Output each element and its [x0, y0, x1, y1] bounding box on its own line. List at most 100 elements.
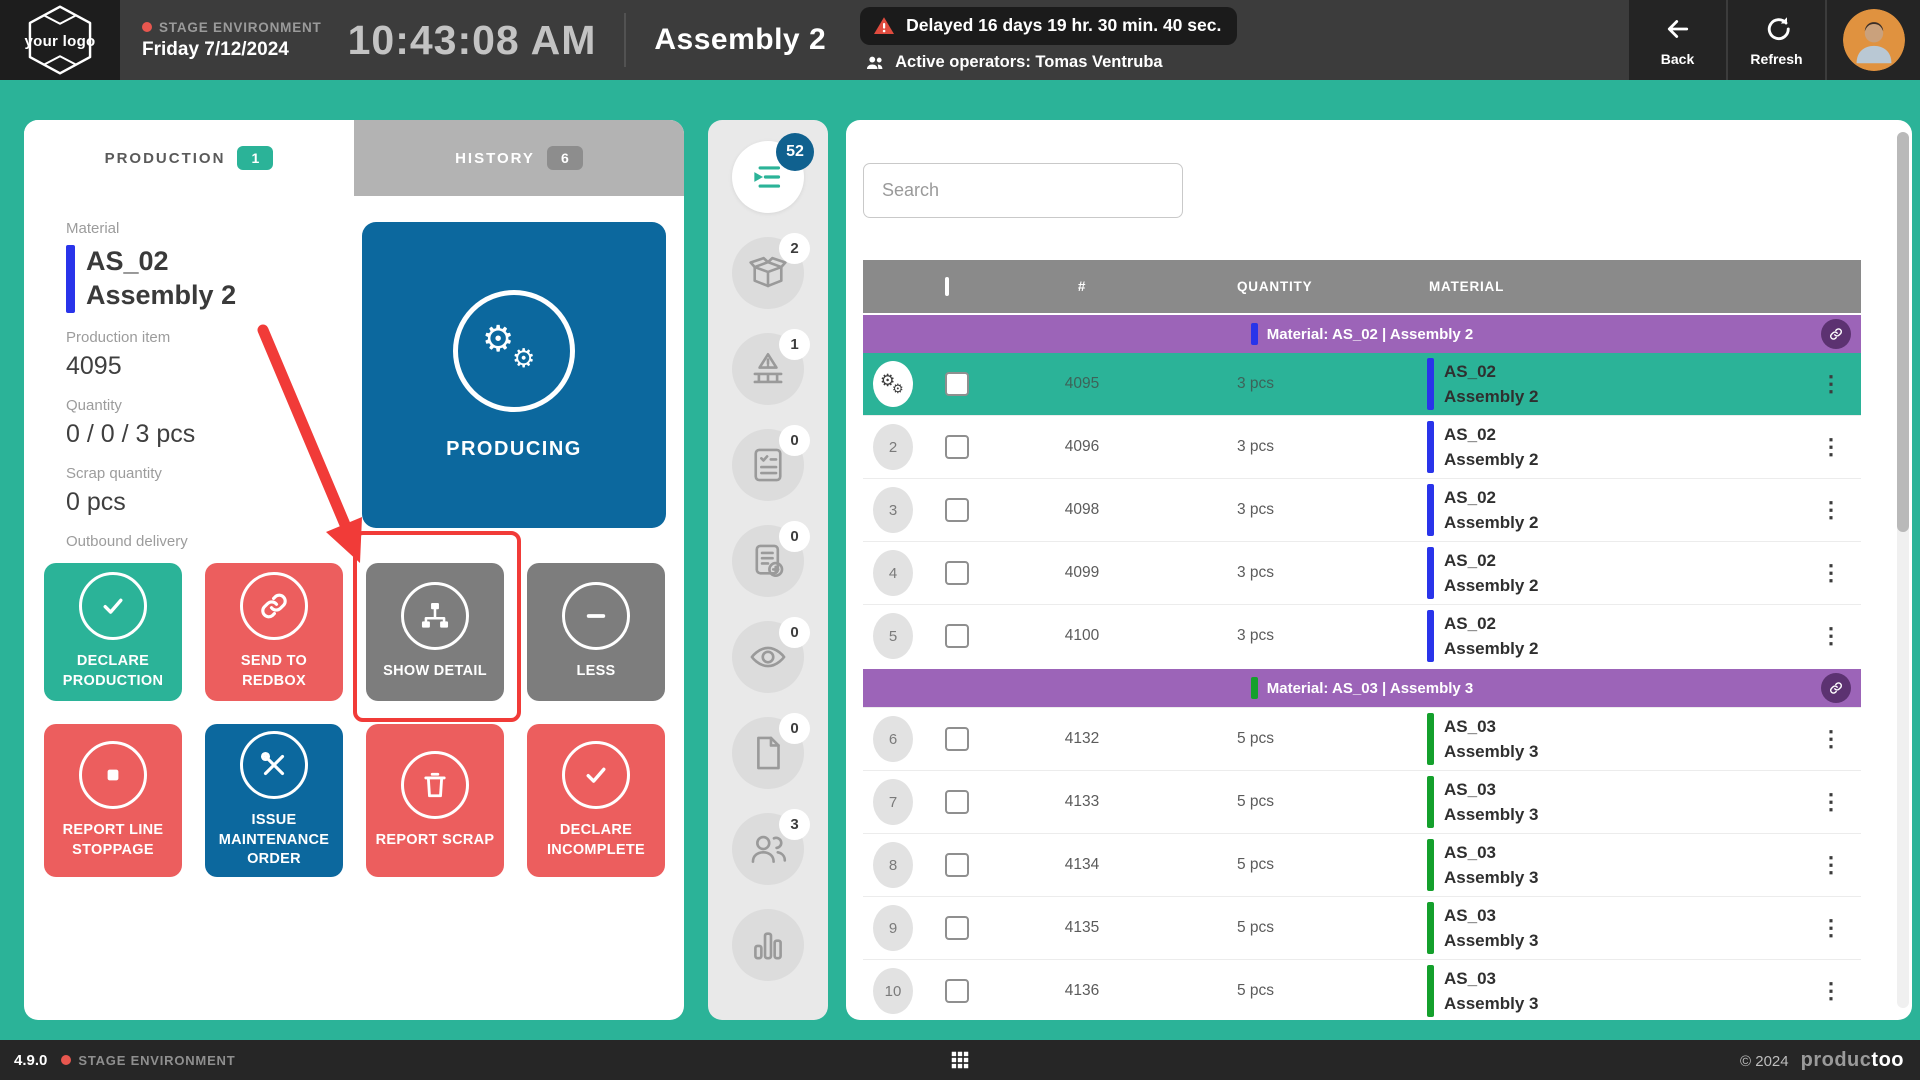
column-number: # — [1077, 279, 1087, 294]
back-button[interactable]: Back — [1627, 0, 1726, 80]
declare-incomplete-button[interactable]: DECLARE INCOMPLETE — [527, 724, 665, 877]
scrap-value: 0 pcs — [66, 487, 126, 516]
apps-grid-button[interactable] — [949, 1049, 971, 1071]
row-checkbox[interactable] — [945, 979, 969, 1003]
rail-item-production-queue[interactable]: 52 — [732, 133, 814, 213]
avatar-photo — [1842, 9, 1905, 71]
row-menu-button[interactable]: ⋮ — [1820, 497, 1842, 522]
scrollbar-thumb[interactable] — [1897, 132, 1909, 532]
material-color-tick — [1250, 677, 1258, 699]
row-checkbox-cell — [927, 624, 987, 648]
rail-item-bar-chart[interactable] — [732, 909, 804, 981]
rail-item-checklist[interactable]: 0 — [732, 425, 810, 501]
show-detail-button[interactable]: SHOW DETAIL — [366, 563, 504, 701]
rail-item-file[interactable]: 0 — [732, 713, 810, 789]
rail-item-document-action[interactable]: 0 — [732, 521, 810, 597]
row-menu-button[interactable]: ⋮ — [1820, 560, 1842, 585]
row-menu-button[interactable]: ⋮ — [1820, 726, 1842, 751]
order-material: AS_02 Assembly 2 — [1427, 484, 1801, 536]
group-link-button[interactable] — [1821, 319, 1851, 349]
row-menu-button[interactable]: ⋮ — [1820, 434, 1842, 459]
order-quantity: 5 pcs — [1237, 730, 1275, 747]
productoo-logo: productoo — [1800, 1048, 1904, 1071]
rail-item-line-warning[interactable]: 1 — [732, 329, 810, 405]
row-menu-button[interactable]: ⋮ — [1820, 371, 1842, 396]
order-row[interactable]: 4 4099 3 pcs AS_02 Assembly 2 ⋮ — [863, 541, 1861, 604]
order-row[interactable]: 3 4098 3 pcs AS_02 Assembly 2 ⋮ — [863, 478, 1861, 541]
material-color-tick — [1250, 323, 1258, 345]
material-name: Assembly 2 — [1444, 576, 1539, 595]
send-to-redbox-button[interactable]: SEND TO REDBOX — [205, 563, 343, 701]
material-code: AS_02 — [1444, 424, 1496, 444]
row-checkbox[interactable] — [945, 853, 969, 877]
user-avatar-block[interactable] — [1825, 0, 1920, 80]
order-quantity: 3 pcs — [1237, 564, 1275, 581]
sitemap-icon — [401, 582, 469, 651]
orders-panel: # QUANTITY MATERIAL Material: AS_02 | As… — [846, 120, 1912, 1020]
row-menu-button[interactable]: ⋮ — [1820, 915, 1842, 940]
report-scrap-button[interactable]: REPORT SCRAP — [366, 724, 504, 877]
group-link-button[interactable] — [1821, 673, 1851, 703]
environment-label: STAGE ENVIRONMENT — [159, 19, 322, 35]
back-arrow-icon — [1667, 19, 1688, 38]
row-status-cell: 5 — [863, 613, 927, 659]
row-checkbox[interactable] — [945, 624, 969, 648]
rail-item-eye[interactable]: 0 — [732, 617, 810, 693]
order-row[interactable]: 10 4136 5 pcs AS_03 Assembly 3 ⋮ — [863, 959, 1861, 1020]
row-checkbox[interactable] — [945, 727, 969, 751]
material-name: Assembly 2 — [1444, 639, 1539, 658]
rail-item-people[interactable]: 3 — [732, 809, 810, 885]
order-row[interactable]: 2 4096 3 pcs AS_02 Assembly 2 ⋮ — [863, 415, 1861, 478]
row-checkbox-cell — [927, 435, 987, 459]
row-menu-button[interactable]: ⋮ — [1820, 978, 1842, 1003]
scrollbar-track — [1897, 132, 1909, 1008]
order-row[interactable]: ⚙ ⚙ 4095 3 pcs AS_02 Assembly 2 ⋮ — [863, 353, 1861, 415]
column-material: MATERIAL — [1429, 279, 1505, 294]
search-input[interactable] — [863, 163, 1183, 218]
order-row[interactable]: 5 4100 3 pcs AS_02 Assembly 2 ⋮ — [863, 604, 1861, 667]
declare-production-button[interactable]: DECLARE PRODUCTION — [44, 563, 182, 701]
footer-brand: © 2024 productoo — [1740, 1049, 1904, 1072]
material-group-label: Material: AS_03 | Assembly 3 — [1266, 679, 1474, 697]
status-block: Delayed 16 days 19 hr. 30 min. 40 sec. A… — [860, 6, 1238, 74]
order-row[interactable]: 8 4134 5 pcs AS_03 Assembly 3 ⋮ — [863, 833, 1861, 896]
row-checkbox[interactable] — [945, 372, 969, 396]
warning-icon — [874, 16, 895, 34]
tab-history[interactable]: HISTORY 6 — [354, 120, 684, 196]
refresh-button[interactable]: Refresh — [1726, 0, 1825, 80]
tab-production[interactable]: PRODUCTION 1 — [24, 120, 354, 196]
producing-indicator-icon: ⚙ ⚙ — [873, 361, 913, 407]
row-checkbox[interactable] — [945, 916, 969, 940]
order-row[interactable]: 6 4132 5 pcs AS_03 Assembly 3 ⋮ — [863, 707, 1861, 770]
row-menu-button[interactable]: ⋮ — [1820, 789, 1842, 814]
rail-badge-count: 1 — [779, 329, 810, 360]
row-checkbox[interactable] — [945, 435, 969, 459]
row-checkbox[interactable] — [945, 561, 969, 585]
row-checkbox[interactable] — [945, 790, 969, 814]
material-code: AS_02 — [86, 246, 169, 276]
row-status-cell: ⚙ ⚙ — [863, 361, 927, 407]
check-icon — [79, 572, 147, 641]
row-menu-button[interactable]: ⋮ — [1820, 852, 1842, 877]
rail-badge-count: 52 — [776, 133, 814, 171]
order-row[interactable]: 7 4133 5 pcs AS_03 Assembly 3 ⋮ — [863, 770, 1861, 833]
rail-badge-count: 0 — [779, 713, 810, 744]
production-item-label: Production item — [66, 328, 171, 346]
less-button[interactable]: LESS — [527, 563, 665, 701]
rail-item-box[interactable]: 2 — [732, 233, 810, 309]
order-row[interactable]: 9 4135 5 pcs AS_03 Assembly 3 ⋮ — [863, 896, 1861, 959]
issue-maintenance-order-button[interactable]: ISSUE MAINTENANCE ORDER — [205, 724, 343, 877]
row-checkbox[interactable] — [945, 498, 969, 522]
outbound-label: Outbound delivery — [66, 532, 188, 550]
order-material: AS_02 Assembly 2 — [1427, 421, 1801, 473]
material-text: AS_03 Assembly 3 — [1444, 714, 1539, 765]
select-all-checkbox[interactable] — [945, 277, 949, 296]
row-status-cell: 7 — [863, 779, 927, 825]
tab-production-count: 1 — [237, 146, 274, 170]
order-quantity: 5 pcs — [1237, 982, 1275, 999]
producing-status-tile[interactable]: ⚙ ⚙ PRODUCING — [362, 222, 666, 528]
material-name: Assembly 3 — [1444, 868, 1539, 887]
report-line-stoppage-button[interactable]: REPORT LINE STOPPAGE — [44, 724, 182, 877]
material-name: Assembly 3 — [1444, 931, 1539, 950]
row-menu-button[interactable]: ⋮ — [1820, 623, 1842, 648]
